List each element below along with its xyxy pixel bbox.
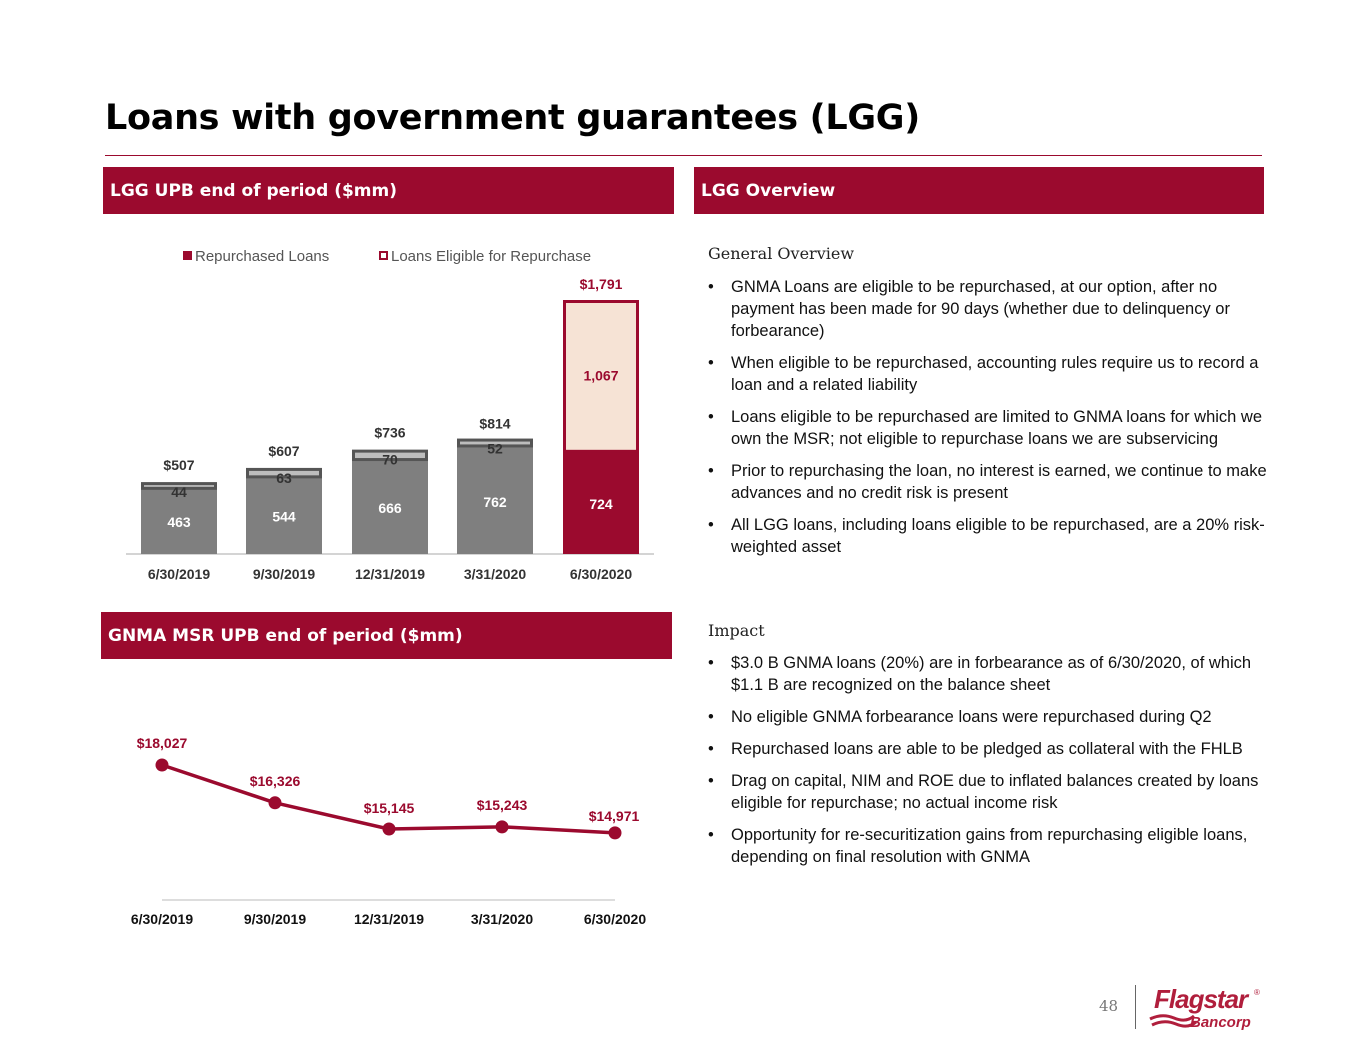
impact-list: • $3.0 B GNMA loans (20%) are in forbeara…: [708, 652, 1268, 878]
list-item: • Repurchased loans are able to be pledge…: [708, 740, 1243, 758]
data-point: [268, 796, 282, 810]
logo-name: Flagstar: [1154, 984, 1250, 1014]
gnma-msr-header: GNMA MSR UPB end of period ($mm): [101, 612, 672, 659]
bar-eligible: [246, 467, 322, 479]
bar-repurchased: [457, 445, 533, 554]
bullet-icon: •: [708, 826, 714, 844]
data-label-repurchased: 666: [378, 500, 402, 516]
data-label: $14,971: [589, 808, 640, 824]
data-label: $15,145: [364, 800, 415, 816]
lgg-overview-header: LGG Overview: [694, 167, 1264, 214]
x-tick-label: 6/30/2020: [570, 566, 632, 582]
data-label-repurchased: 544: [272, 508, 296, 524]
data-point: [495, 820, 509, 834]
general-overview-heading: General Overview: [708, 244, 855, 263]
data-point: [382, 822, 396, 836]
logo-registered-mark: ®: [1254, 988, 1260, 997]
bullet-icon: •: [708, 740, 714, 758]
data-label-eligible: 63: [276, 470, 292, 486]
total-label: $507: [163, 457, 194, 473]
bullet-icon: •: [708, 354, 714, 372]
data-point: [608, 826, 622, 840]
list-item: • GNMA Loans are eligible to be repurchas…: [708, 278, 1230, 340]
bar-repurchased: [563, 451, 639, 554]
data-label: $16,326: [250, 773, 301, 789]
data-label-eligible: 70: [382, 452, 398, 468]
list-item: • Loans eligible to be repurchased are li…: [708, 408, 1263, 448]
list-item: • Drag on capital, NIM and ROE due to inf…: [708, 772, 1259, 812]
logo-sub: Bancorp: [1190, 1014, 1251, 1031]
list-item: • $3.0 B GNMA loans (20%) are in forbeara…: [708, 654, 1252, 694]
bullet-icon: •: [708, 408, 714, 426]
data-label: $15,243: [477, 797, 528, 813]
bullet-icon: •: [708, 772, 714, 790]
data-label-eligible: 44: [171, 484, 187, 500]
footer-divider: [1135, 985, 1136, 1029]
data-label-repurchased: 724: [589, 496, 613, 512]
data-label-eligible: 1,067: [583, 368, 618, 384]
lgg-upb-header: LGG UPB end of period ($mm): [103, 167, 674, 214]
list-item: • All LGG loans, including loans eligible…: [708, 516, 1265, 556]
list-item: • Prior to repurchasing the loan, no inte…: [708, 462, 1267, 502]
logo-swoosh-icon: [1149, 1014, 1195, 1022]
x-tick-label: 12/31/2019: [354, 911, 424, 927]
logo-swoosh-icon: [1151, 1020, 1197, 1028]
legend-swatch-repurchased: [183, 251, 192, 260]
bar-repurchased: [141, 488, 217, 554]
lgg-upb-bar-chart: Repurchased Loans Loans Eligible for Repu…: [126, 248, 654, 582]
bar-eligible: [141, 482, 217, 490]
bullet-icon: •: [708, 708, 714, 726]
impact-heading: Impact: [708, 621, 765, 640]
x-tick-label: 3/31/2020: [471, 911, 533, 927]
legend-label-eligible: Loans Eligible for Repurchase: [391, 248, 591, 265]
list-item: • When eligible to be repurchased, accoun…: [708, 354, 1259, 394]
general-overview-list: • GNMA Loans are eligible to be repurchas…: [708, 276, 1268, 568]
x-tick-label: 12/31/2019: [355, 566, 425, 582]
bullet-icon: •: [708, 278, 714, 296]
flagstar-logo: Flagstar ® Bancorp: [1149, 984, 1260, 1031]
data-label-repurchased: 463: [167, 514, 191, 530]
x-tick-label: 3/31/2020: [464, 566, 526, 582]
data-label-eligible: 52: [487, 441, 503, 457]
bar-eligible: [352, 449, 428, 462]
bullet-icon: •: [708, 462, 714, 480]
data-label: $18,027: [137, 735, 188, 751]
data-point: [155, 758, 169, 772]
bar-repurchased: [352, 459, 428, 554]
x-tick-label: 9/30/2019: [253, 566, 315, 582]
total-label: $814: [479, 416, 510, 432]
list-item: • No eligible GNMA forbearance loans were…: [708, 708, 1212, 726]
total-label: $736: [374, 425, 405, 441]
list-item: • Opportunity for re-securitization gains…: [708, 826, 1248, 866]
bullet-icon: •: [708, 654, 714, 672]
x-tick-label: 6/30/2019: [148, 566, 210, 582]
x-tick-label: 6/30/2019: [131, 911, 193, 927]
x-tick-label: 6/30/2020: [584, 911, 646, 927]
bar-eligible: [563, 300, 639, 453]
total-label: $607: [268, 443, 299, 459]
title-divider: [105, 155, 1262, 156]
total-label: $1,791: [580, 276, 623, 292]
page-number: 48: [1099, 997, 1119, 1015]
gnma-msr-line-chart: $18,027 6/30/2019 $16,326 9/30/2019 $15,145 1…: [131, 735, 646, 927]
x-tick-label: 9/30/2019: [244, 911, 306, 927]
data-label-repurchased: 762: [483, 494, 507, 510]
legend-swatch-eligible: [379, 251, 388, 260]
bar-eligible: [457, 438, 533, 448]
page-title: Loans with government guarantees (LGG): [105, 98, 920, 138]
bar-repurchased: [246, 476, 322, 554]
bullet-icon: •: [708, 516, 714, 534]
legend-label-repurchased: Repurchased Loans: [195, 248, 329, 265]
